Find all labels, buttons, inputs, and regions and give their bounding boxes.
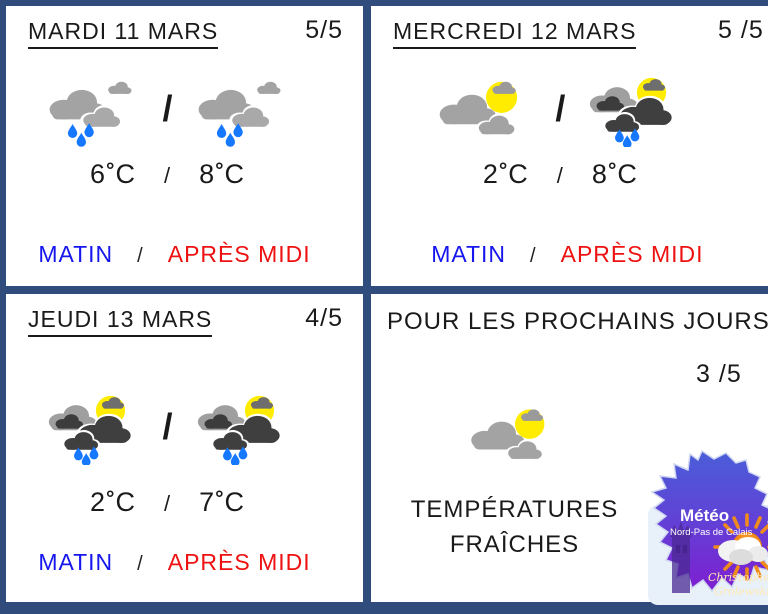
- morning-weather-icon: [44, 393, 142, 465]
- slash-separator: /: [163, 491, 172, 516]
- period-labels-row: MATIN / APRÈS MIDI: [6, 241, 363, 268]
- slash-separator: /: [162, 406, 173, 447]
- afternoon-weather-icon: [193, 75, 291, 147]
- logo-author-line2: Grolewski: [714, 585, 768, 598]
- slash-separator: /: [530, 245, 537, 267]
- slash-separator: /: [162, 88, 173, 129]
- slash-separator: /: [137, 245, 144, 267]
- afternoon-label: APRÈS MIDI: [560, 241, 704, 267]
- reliability-score: 3 /5: [696, 360, 742, 388]
- day-title: JEUDI 13 MARS: [28, 306, 213, 337]
- afternoon-temperature: 8°C: [199, 159, 246, 189]
- afternoon-temperature: 8°C: [591, 159, 638, 189]
- belfry-silhouette: [669, 521, 692, 593]
- meteo-npdc-logo: Météo Nord-Pas de Calais Christopher Gro…: [642, 447, 768, 613]
- slash-separator: /: [555, 88, 566, 129]
- temperature-row: 2°C / 8°C: [371, 159, 768, 190]
- morning-weather-icon: [44, 75, 142, 147]
- weather-icons-row: /: [371, 75, 768, 147]
- slash-separator: /: [137, 553, 144, 575]
- panel-header: MARDI 11 MARS 5/5: [28, 16, 343, 49]
- next-days-caption: TEMPÉRATURES FRAÎCHES: [410, 496, 619, 558]
- afternoon-weather-icon: [585, 75, 683, 147]
- afternoon-temperature: 7°C: [199, 487, 246, 517]
- reliability-score: 5/5: [305, 16, 343, 44]
- weather-icons-row: /: [6, 393, 363, 465]
- afternoon-label: APRÈS MIDI: [167, 549, 311, 575]
- morning-weather-icon: [437, 75, 535, 147]
- logo-brand-text: Météo: [680, 506, 729, 525]
- period-labels-row: MATIN / APRÈS MIDI: [371, 241, 768, 268]
- panel-header: MERCREDI 12 MARS 5 /5: [393, 16, 764, 49]
- panel-jeudi: JEUDI 13 MARS 4/5 / 2°C / 7°C MATIN / AP…: [6, 294, 363, 602]
- morning-label: MATIN: [38, 549, 114, 575]
- panel-header: JEUDI 13 MARS 4/5: [28, 304, 343, 337]
- next-days-title: POUR LES PROCHAINS JOURS: [387, 308, 768, 335]
- logo-region-text: Nord-Pas de Calais: [670, 527, 753, 538]
- day-title: MERCREDI 12 MARS: [393, 18, 637, 49]
- next-days-content: TEMPÉRATURES FRAÎCHES: [387, 389, 642, 563]
- temperature-row: 6°C / 8°C: [6, 159, 363, 190]
- afternoon-weather-icon: [193, 393, 291, 465]
- reliability-score: 4/5: [305, 304, 343, 332]
- period-labels-row: MATIN / APRÈS MIDI: [6, 549, 363, 576]
- slash-separator: /: [163, 163, 172, 188]
- morning-label: MATIN: [431, 241, 507, 267]
- morning-temperature: 2°C: [89, 487, 136, 517]
- panel-mardi: MARDI 11 MARS 5/5 / 6°C / 8°C MATIN / AP…: [6, 6, 363, 286]
- morning-temperature: 2°C: [482, 159, 529, 189]
- reliability-score: 5 /5: [718, 16, 764, 44]
- temperature-row: 2°C / 7°C: [6, 487, 363, 518]
- slash-separator: /: [556, 163, 564, 188]
- afternoon-label: APRÈS MIDI: [167, 241, 311, 267]
- panel-mercredi: MERCREDI 12 MARS 5 /5 / 2°C / 8°C MATIN …: [371, 6, 768, 286]
- morning-temperature: 6°C: [89, 159, 136, 189]
- weather-icons-row: /: [6, 75, 363, 147]
- panel-prochains-jours: POUR LES PROCHAINS JOURS 3 /5 TEMPÉRATUR…: [371, 294, 768, 605]
- next-days-weather-icon: [469, 403, 561, 471]
- logo-cloud-icon: [717, 537, 768, 565]
- logo-author-line1: Christopher: [708, 571, 768, 584]
- morning-label: MATIN: [38, 241, 114, 267]
- day-title: MARDI 11 MARS: [28, 18, 219, 49]
